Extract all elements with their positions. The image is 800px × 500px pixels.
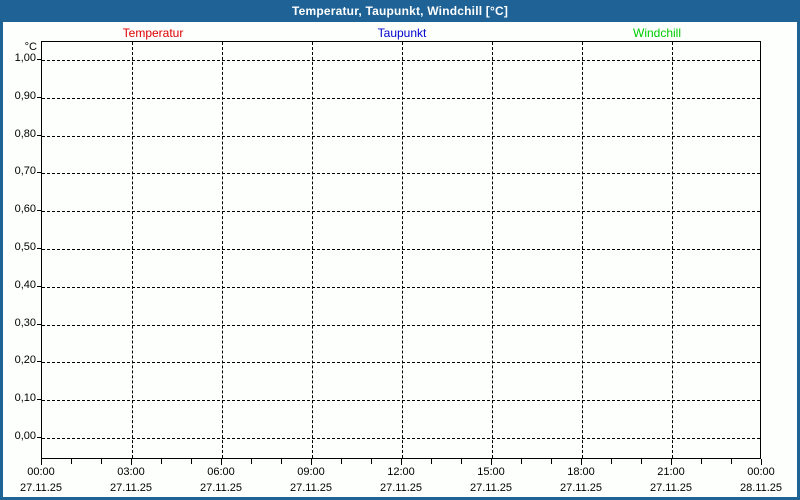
y-gridline [42, 60, 760, 61]
y-tick-mark [37, 323, 41, 325]
y-tick-mark [37, 59, 41, 60]
y-tick-label: 0,10 [14, 392, 36, 405]
y-gridline [42, 97, 760, 99]
window-titlebar: Temperatur, Taupunkt, Windchill [°C] [0, 0, 800, 22]
x-tick-label-date: 27.11.25 [289, 482, 333, 494]
x-minor-tick [101, 459, 102, 464]
x-major-tick [41, 459, 42, 465]
y-tick-label: 0,60 [14, 203, 36, 216]
x-tick-label-time: 21:00 [657, 466, 685, 478]
y-gridline [42, 438, 760, 439]
y-gridline [42, 362, 760, 364]
y-gridline [42, 400, 760, 402]
x-minor-tick [281, 459, 282, 464]
x-minor-tick [161, 459, 162, 464]
legend-item-temperatur: Temperatur [122, 26, 184, 40]
x-minor-tick [191, 459, 192, 464]
x-tick-label-date: 27.11.25 [469, 482, 513, 494]
y-tick-label: 0,20 [14, 354, 36, 367]
plot-area [41, 41, 761, 459]
x-minor-tick [431, 459, 432, 464]
y-tick-mark [37, 248, 41, 249]
legend-item-windchill: Windchill [632, 26, 682, 40]
x-major-tick [311, 459, 312, 465]
y-tick-mark [37, 210, 41, 212]
x-minor-tick [701, 459, 702, 464]
x-major-tick [221, 459, 222, 465]
y-tick-mark [37, 172, 41, 174]
y-tick-label: 0,50 [14, 241, 36, 253]
x-minor-tick [641, 459, 642, 464]
x-gridline [402, 42, 403, 458]
y-tick-label: 0,30 [14, 316, 36, 329]
x-gridline [492, 42, 493, 458]
x-tick-label-date: 27.11.25 [199, 482, 243, 494]
x-minor-tick [731, 459, 732, 464]
x-major-tick [401, 459, 402, 465]
x-minor-tick [251, 459, 252, 464]
x-tick-label-date: 27.11.25 [559, 482, 603, 494]
y-tick-label: 0,80 [14, 127, 36, 140]
y-tick-mark [37, 134, 41, 136]
x-tick-label-date: 27.11.25 [19, 482, 63, 494]
x-major-tick [581, 459, 582, 465]
legend-item-taupunkt: Taupunkt [377, 26, 427, 40]
x-gridline [582, 42, 583, 458]
x-minor-tick [371, 459, 372, 464]
x-minor-tick [521, 459, 522, 464]
y-gridline [42, 324, 760, 326]
x-minor-tick [71, 459, 72, 464]
x-tick-label-time: 18:00 [567, 466, 595, 478]
y-tick-mark [37, 285, 41, 287]
x-tick-label-date: 27.11.25 [109, 482, 153, 494]
y-tick-mark [37, 399, 41, 401]
y-tick-mark [37, 96, 41, 98]
y-gridline [42, 173, 760, 175]
x-tick-label-time: 00:00 [27, 466, 55, 478]
y-axis-unit-label: °C [24, 41, 37, 53]
x-major-tick [131, 459, 132, 465]
x-major-tick [491, 459, 492, 465]
x-major-tick [761, 459, 762, 465]
x-tick-label-date: 28.11.25 [739, 482, 783, 494]
x-tick-label-time: 12:00 [387, 466, 415, 478]
y-gridline [42, 135, 760, 137]
y-tick-label: 0,70 [14, 165, 36, 178]
x-minor-tick [611, 459, 612, 464]
x-tick-label-time: 15:00 [477, 466, 505, 478]
window-title: Temperatur, Taupunkt, Windchill [°C] [291, 4, 509, 18]
x-gridline [672, 42, 673, 458]
y-tick-label: 1,00 [14, 52, 36, 64]
y-tick-label: 0,00 [14, 430, 36, 442]
x-tick-label-time: 06:00 [207, 466, 235, 478]
y-gridline [42, 286, 760, 288]
x-gridline [312, 42, 313, 458]
y-tick-mark [37, 437, 41, 438]
y-tick-label: 0,90 [14, 89, 36, 102]
x-tick-label-date: 27.11.25 [379, 482, 423, 494]
x-minor-tick [461, 459, 462, 464]
x-tick-label-date: 27.11.25 [649, 482, 693, 494]
x-minor-tick [551, 459, 552, 464]
y-gridline [42, 249, 760, 250]
x-tick-label-time: 03:00 [117, 466, 145, 478]
y-gridline [42, 211, 760, 213]
x-minor-tick [341, 459, 342, 464]
x-gridline [132, 42, 133, 458]
x-major-tick [671, 459, 672, 465]
y-tick-label: 0,40 [14, 278, 36, 291]
y-tick-mark [37, 361, 41, 363]
x-gridline [222, 42, 223, 458]
x-tick-label-time: 09:00 [297, 466, 325, 478]
x-tick-label-time: 00:00 [747, 466, 775, 478]
